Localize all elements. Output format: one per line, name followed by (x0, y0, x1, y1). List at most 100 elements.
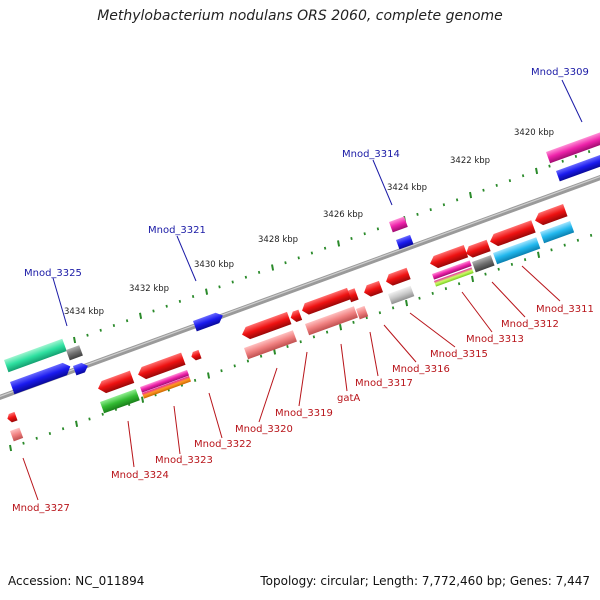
ruler-dot (22, 441, 25, 445)
ruler-dot (482, 188, 485, 192)
ruler-dot (220, 369, 223, 373)
ruler-dot (231, 280, 234, 284)
ruler-dot (284, 261, 287, 265)
ruler-dot (178, 299, 182, 303)
gene-label-mnod-3317: Mnod_3317 (355, 378, 413, 389)
accession-text: Accession: NC_011894 (8, 574, 145, 588)
gene-label-mnod-3316: Mnod_3316 (392, 364, 450, 375)
gene-label-mnod-3325: Mnod_3325 (24, 268, 82, 279)
ruler-major-tick (337, 240, 341, 247)
gene-label-mnod-3323: Mnod_3323 (155, 455, 213, 466)
upper-gene-labels: Mnod_3309 Mnod_3314 Mnod_3321 Mnod_3325 (24, 67, 589, 279)
ruler-major-tick (405, 299, 409, 307)
ruler-dot (191, 294, 195, 299)
ruler-dot (193, 378, 197, 382)
scale-label-3428: 3428 kbp (258, 235, 298, 245)
ruler-dot (391, 306, 395, 310)
gene-label-mnod-3320: Mnod_3320 (235, 424, 293, 435)
ruler-dot (244, 275, 248, 279)
ruler-dot (442, 203, 446, 207)
ruler-dot (484, 272, 487, 276)
ruler-dot (576, 238, 580, 242)
ruler-dot (495, 183, 498, 187)
ruler-major-tick (205, 288, 209, 295)
gene-label-mnod-3321: Mnod_3321 (148, 225, 206, 236)
ruler-major-tick (75, 420, 79, 427)
ruler-major-tick (9, 444, 13, 452)
lower-gene-labels: Mnod_3311 Mnod_3312 Mnod_3313 Mnod_3315 … (12, 304, 594, 514)
topology-text: Topology: circular; Length: 7,772,460 bp… (260, 574, 590, 588)
ruler-dot (444, 287, 448, 291)
scale-ruler (73, 150, 591, 344)
ruler-major-tick (141, 396, 145, 403)
ruler-dot (165, 304, 168, 308)
scale-label-3422: 3422 kbp (450, 156, 490, 166)
ruler-major-tick (469, 191, 473, 199)
ruler-dot (350, 236, 353, 241)
gene-label-mnod-3327: Mnod_3327 (12, 503, 70, 514)
ruler-dot (297, 256, 300, 260)
scale-label-3424: 3424 kbp (387, 183, 427, 193)
gene-glyphs (4, 129, 600, 442)
ruler-major-tick (139, 312, 143, 319)
ruler-dot (48, 431, 52, 436)
ruler-dot (455, 198, 459, 202)
ruler-dot (508, 179, 512, 183)
ruler-dot (152, 309, 155, 313)
scale-label-3426: 3426 kbp (323, 210, 363, 220)
ruler-dot (286, 344, 289, 349)
ruler-dot (310, 251, 314, 255)
page-title: Methylobacterium nodulans ORS 2060, comp… (97, 8, 503, 24)
ruler-dot (418, 296, 421, 300)
ruler-dot (218, 285, 221, 289)
ruler-dot (587, 150, 591, 154)
ruler-dot (589, 233, 593, 237)
leader-lines (22, 79, 583, 501)
ruler-dot (323, 246, 327, 250)
ruler-dot (312, 335, 316, 339)
gene-label-gatA: gatA (337, 393, 360, 404)
gene-label-mnod-3312: Mnod_3312 (501, 319, 559, 330)
ruler-dot (99, 328, 102, 332)
scale-label-3430: 3430 kbp (194, 260, 234, 270)
ruler-dot (233, 364, 236, 368)
ruler-dot (563, 243, 566, 247)
ruler-dot (363, 232, 366, 236)
ruler-dot (548, 164, 551, 168)
ruler-dot (352, 320, 355, 324)
scale-label-3420: 3420 kbp (514, 128, 554, 138)
ruler-major-tick (207, 372, 211, 379)
ruler-dot (521, 174, 525, 178)
ruler-major-tick (535, 167, 539, 175)
ruler-dot (246, 359, 250, 363)
ruler-dot (112, 323, 116, 328)
ruler-dot (574, 154, 578, 158)
ruler-dot (61, 427, 65, 431)
ruler-dot (378, 311, 382, 315)
ruler-dot (510, 262, 514, 266)
ruler-major-tick (471, 275, 475, 283)
scale-labels: 3420 kbp 3422 kbp 3424 kbp 3426 kbp 3428… (64, 128, 554, 317)
gene-label-mnod-3311: Mnod_3311 (536, 304, 594, 315)
gene-label-mnod-3314: Mnod_3314 (342, 149, 400, 160)
gene-label-mnod-3313: Mnod_3313 (466, 334, 524, 345)
ruler-major-tick (73, 336, 77, 344)
gene-label-mnod-3315: Mnod_3315 (430, 349, 488, 360)
gene-label-mnod-3324: Mnod_3324 (111, 470, 169, 481)
ruler-major-tick (271, 264, 275, 271)
ruler-dot (125, 319, 129, 323)
ruler-dot (416, 212, 419, 216)
ruler-dot (523, 258, 527, 262)
ruler-dot (259, 354, 263, 358)
ruler-dot (550, 248, 553, 252)
scale-label-3432: 3432 kbp (129, 284, 169, 294)
ruler-dot (497, 267, 500, 271)
ruler-major-tick (339, 324, 343, 331)
ruler-major-tick (537, 251, 541, 258)
gene-label-mnod-3309: Mnod_3309 (531, 67, 589, 78)
gene-label-mnod-3319: Mnod_3319 (275, 408, 333, 419)
ruler-dot (35, 436, 38, 440)
gene-label-mnod-3322: Mnod_3322 (194, 439, 252, 450)
genome-backbone (0, 174, 600, 401)
